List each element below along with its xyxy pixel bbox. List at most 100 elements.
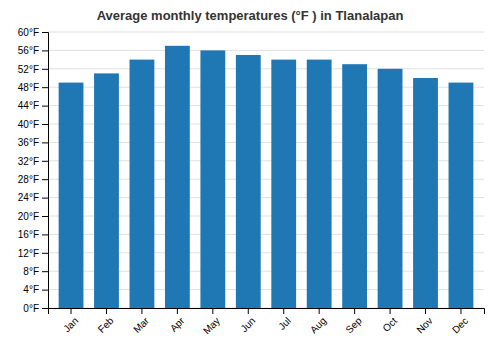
y-tick-mark: [42, 69, 48, 70]
x-tick: Jul: [276, 308, 293, 332]
plot: 0°F 4°F 8°F 12°F 16°F 20°F 24°F 28°F 32°F 36°F 40°…: [18, 27, 485, 337]
y-tick-label: 12°F: [18, 248, 39, 259]
x-tick: Dec: [450, 308, 470, 335]
bar: [94, 73, 119, 308]
bar: [342, 64, 367, 308]
y-tick-mark: [42, 50, 48, 51]
y-tick-label: 0°F: [23, 303, 39, 314]
y-tick-label: 28°F: [18, 174, 39, 185]
y-tick-mark: [42, 161, 48, 162]
y-tick: 28°F: [18, 174, 48, 185]
y-tick-mark: [42, 234, 48, 235]
y-tick-label: 20°F: [18, 211, 39, 222]
x-tick-label: Feb: [96, 315, 116, 335]
y-tick-label: 48°F: [18, 82, 39, 93]
x-tick-label: Apr: [168, 315, 187, 334]
y-tick-mark: [42, 216, 48, 217]
y-tick: 56°F: [18, 45, 48, 56]
x-tick: Aug: [308, 308, 328, 335]
x-tick-mark: [212, 308, 213, 314]
x-tick: Nov: [414, 308, 434, 335]
bar: [378, 69, 403, 308]
x-tick-mark: [141, 308, 142, 314]
bar: [271, 60, 296, 308]
x-tick-label: Dec: [450, 315, 470, 335]
y-tick-label: 36°F: [18, 137, 39, 148]
y-tick-label: 8°F: [23, 266, 39, 277]
grid-line: [48, 68, 484, 69]
x-tick-mark: [390, 308, 391, 314]
x-axis-line: [49, 309, 485, 315]
bar: [59, 83, 84, 308]
y-tick-mark: [42, 271, 48, 272]
y-tick: 0°F: [23, 303, 48, 314]
x-tick-mark: [177, 308, 178, 314]
y-tick-label: 4°F: [23, 284, 39, 295]
x-tick-label: Sep: [343, 315, 364, 336]
x-tick: Oct: [380, 308, 399, 334]
grid-line: [48, 50, 484, 51]
bar: [449, 83, 474, 308]
x-tick-mark: [354, 308, 355, 314]
y-tick: 60°F: [18, 27, 48, 38]
y-tick-mark: [42, 32, 48, 33]
x-tick: Feb: [96, 308, 116, 335]
y-tick: 4°F: [23, 284, 48, 295]
x-tick: Mar: [131, 308, 151, 335]
y-axis-line: [42, 33, 49, 309]
x-tick-label: Nov: [414, 315, 434, 335]
x-tick-mark: [425, 308, 426, 314]
y-tick-label: 32°F: [18, 156, 39, 167]
x-tick-mark: [283, 308, 284, 314]
y-tick: 32°F: [18, 156, 48, 167]
x-tick-mark: [71, 308, 72, 314]
y-tick: 48°F: [18, 82, 48, 93]
bar: [413, 78, 438, 308]
bar: [307, 60, 332, 308]
y-tick: 44°F: [18, 100, 48, 111]
y-tick-mark: [42, 179, 48, 180]
y-tick: 12°F: [18, 248, 48, 259]
x-tick-mark: [460, 308, 461, 314]
x-tick-label: Jul: [276, 315, 293, 332]
x-tick-mark: [106, 308, 107, 314]
bar: [236, 55, 261, 308]
bars: [59, 46, 474, 308]
x-tick-label: May: [201, 315, 222, 336]
x-tick: May: [201, 308, 222, 336]
y-tick-mark: [42, 124, 48, 125]
y-tick-mark: [42, 198, 48, 199]
x-tick: Sep: [343, 308, 364, 335]
x-axis: Jan Feb Mar Apr May Jun Jul Aug Sep Oct Nov Dec: [49, 308, 485, 336]
y-tick-label: 16°F: [18, 229, 39, 240]
y-tick-label: 24°F: [18, 192, 39, 203]
y-tick: 24°F: [18, 192, 48, 203]
y-tick-mark: [42, 142, 48, 143]
y-tick-label: 52°F: [18, 64, 39, 75]
x-tick: Apr: [168, 308, 187, 334]
y-tick-mark: [42, 87, 48, 88]
x-tick-label: Aug: [308, 315, 328, 335]
y-tick-mark: [42, 308, 48, 309]
x-tick-mark: [319, 308, 320, 314]
bar: [200, 50, 225, 308]
y-tick-label: 60°F: [18, 27, 39, 38]
bar: [130, 60, 155, 308]
y-tick-mark: [42, 106, 48, 107]
x-tick-label: Mar: [131, 315, 151, 335]
y-tick: 8°F: [23, 266, 48, 277]
y-tick-label: 44°F: [18, 100, 39, 111]
chart: 0°F 4°F 8°F 12°F 16°F 20°F 24°F 28°F 32°F 36°F 40°…: [0, 0, 500, 350]
bar: [165, 46, 190, 308]
x-tick-label: Jun: [238, 315, 257, 334]
title: Average monthly temperatures (°F ) in Tl…: [97, 8, 404, 23]
x-tick: Jan: [61, 308, 80, 334]
y-tick-mark: [42, 290, 48, 291]
y-tick: 20°F: [18, 211, 48, 222]
y-tick: 36°F: [18, 137, 48, 148]
x-tick-label: Jan: [61, 315, 80, 334]
x-tick-label: Oct: [380, 315, 399, 334]
y-tick-label: 40°F: [18, 119, 39, 130]
x-tick-mark: [248, 308, 249, 314]
y-axis: 0°F 4°F 8°F 12°F 16°F 20°F 24°F 28°F 32°F 36°F 40°…: [18, 27, 49, 314]
